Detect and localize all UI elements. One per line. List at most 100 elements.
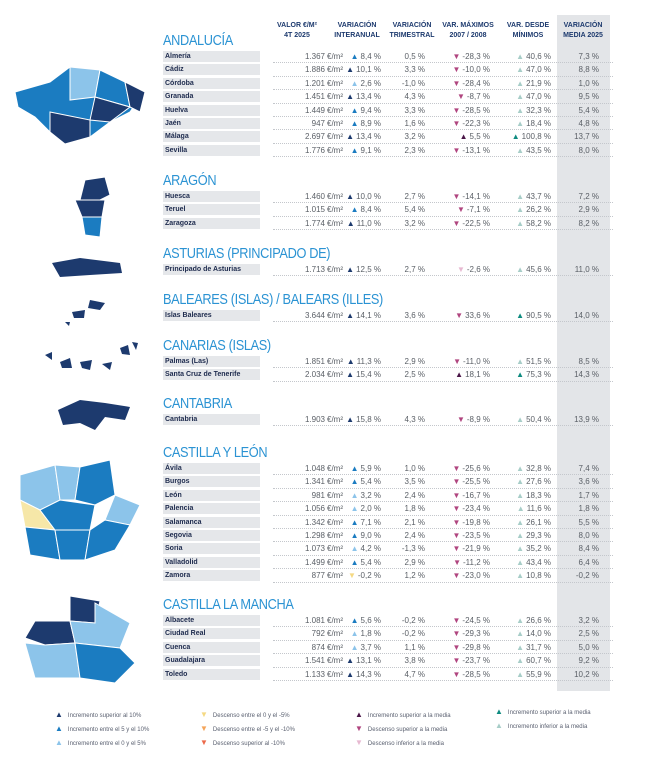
var-minimos: ▲ 21,9 % — [498, 77, 551, 90]
province-name: Granada — [163, 91, 260, 103]
price-unit: €/m² — [327, 517, 343, 527]
var-maximos: ▼ -2,6 % — [435, 263, 490, 276]
arrow-up-icon: ▲ — [516, 464, 525, 473]
header-line: 2007 / 2008 — [449, 32, 487, 39]
header-line: VARIACIÓN — [337, 22, 377, 29]
variacion-interanual: ▲ 5,4 % — [333, 556, 381, 569]
var-minimos: ▲ 55,9 % — [498, 668, 551, 681]
price-value: 874 — [311, 642, 325, 652]
variacion-interanual: ▲ 13,4 % — [333, 130, 381, 143]
value: 33,6 % — [465, 311, 490, 320]
section-title: ANDALUCÍA — [163, 33, 233, 49]
price-unit: €/m² — [327, 616, 343, 625]
var-maximos: ▼ -23,7 % — [435, 654, 491, 667]
table-row: Guadalajara 1.541 €/m² ▲ 13,1 % 3,8 % ▼ -23,7 %… — [163, 654, 613, 668]
legend-label: Descenso superior a la media — [367, 727, 448, 733]
table-row: Toledo 1.133 €/m² ▲ 14,3 % 4,7 % ▼ -28,5 % ▲ 55,9… — [163, 668, 613, 682]
value: -24,5 % — [462, 616, 490, 625]
section-title: CANTABRIA — [163, 396, 232, 412]
arrow-down-icon: ▼ — [355, 738, 363, 747]
section-castilla-y-león: CASTILLA Y LEÓN Ávila 1.048 €/m² ▲ 5,9 % 1,0 %… — [163, 444, 613, 583]
value: 13,4 % — [356, 92, 381, 102]
table-row: Cádiz 1.886 €/m² ▲ 10,1 % 3,3 % ▼ -10,0 % ▲ 47,0 … — [163, 63, 613, 78]
variacion-interanual: ▲ 9,1 % — [333, 144, 381, 157]
legend-item: ▲ Incremento superior al 10% — [55, 710, 141, 719]
price-unit: €/m² — [327, 656, 343, 666]
arrow-up-icon: ▲ — [516, 544, 525, 554]
price-unit: €/m² — [327, 92, 343, 102]
value: 45,6 % — [526, 265, 551, 274]
baleares-map — [65, 300, 105, 326]
price-value: 877 — [311, 571, 325, 581]
variacion-interanual: ▲ 12,5 % — [333, 263, 381, 276]
var-maximos: ▼ -23,0 % — [435, 569, 491, 582]
legend-label: Descenso inferior a la media — [367, 741, 444, 747]
value: 9,1 % — [360, 145, 381, 155]
arrow-up-icon: ▲ — [516, 517, 525, 527]
variacion-interanual: ▲ 8,4 % — [333, 203, 381, 216]
arrow-up-icon: ▲ — [516, 65, 525, 75]
variacion-interanual: ▲ 3,2 % — [333, 489, 381, 502]
arrow-down-icon: ▼ — [200, 724, 208, 733]
value: 3,2 % — [360, 490, 381, 500]
andalucia-map — [14, 66, 146, 145]
value: 1,8 % — [360, 629, 381, 639]
price-unit: €/m² — [327, 557, 343, 567]
price-unit: €/m² — [327, 544, 343, 554]
variacion-media: 8,2 % — [578, 218, 599, 228]
header-interanual: VARIACIÓN INTERANUAL — [322, 21, 392, 41]
arrow-down-icon: ▼ — [456, 415, 465, 424]
price-value: 1.367 — [304, 52, 325, 61]
value: 13,4 % — [356, 132, 381, 142]
variacion-trimestral: 3,3 % — [404, 105, 425, 115]
price-value: 1.449 — [304, 105, 325, 115]
province-name: Valladolid — [163, 556, 260, 568]
variacion-interanual: ▲ 3,7 % — [333, 641, 381, 654]
arrow-down-icon: ▼ — [453, 357, 462, 366]
arrow-up-icon: ▲ — [516, 477, 525, 487]
value: 8,4 % — [360, 205, 381, 215]
variacion-trimestral: 2,4 % — [404, 490, 425, 500]
table-row: Palencia 1.056 €/m² ▲ 2,0 % 1,8 % ▼ -23,4 % ▲ 11,… — [163, 502, 613, 516]
variacion-interanual: ▲ 5,6 % — [333, 614, 381, 627]
value: 26,1 % — [526, 517, 551, 527]
variacion-interanual: ▼ -0,2 % — [333, 569, 381, 582]
variacion-trimestral: 3,8 % — [404, 656, 425, 666]
arrow-up-icon: ▲ — [516, 192, 525, 201]
variacion-interanual: ▲ 5,4 % — [333, 475, 381, 488]
province-name: Palencia — [163, 503, 260, 515]
arrow-down-icon: ▼ — [456, 205, 465, 215]
variacion-media: 6,4 % — [578, 557, 599, 567]
arrow-up-icon: ▲ — [350, 52, 359, 61]
value: 11,3 % — [356, 357, 381, 366]
value: 10,0 % — [356, 192, 381, 201]
arrow-up-icon: ▲ — [350, 530, 359, 540]
value: 47,0 % — [526, 92, 551, 102]
var-maximos: ▼ -22,3 % — [435, 117, 491, 130]
variacion-media: 8,0 % — [578, 530, 599, 540]
value: 31,7 % — [526, 642, 551, 652]
value: 5,4 % — [360, 477, 381, 487]
province-name: Guadalajara — [163, 655, 260, 667]
price-value: 947 — [311, 118, 325, 128]
variacion-media: 5,5 % — [578, 517, 599, 527]
asturias-map — [52, 258, 122, 277]
legend-item: ▲ Incremento entre el 0 y el 5% — [55, 738, 146, 747]
price-unit: €/m² — [327, 52, 343, 61]
value: 50,4 % — [526, 415, 551, 424]
var-maximos: ▼ -23,5 % — [435, 529, 491, 542]
arrow-up-icon: ▲ — [350, 78, 359, 88]
value: 14,3 % — [356, 669, 381, 679]
variacion-trimestral: 3,2 % — [404, 132, 425, 142]
variacion-trimestral: 2,7 % — [404, 192, 425, 201]
cantabria-map — [58, 400, 130, 430]
value: 13,1 % — [356, 656, 381, 666]
province-name: Ciudad Real — [163, 628, 260, 640]
value: 18,4 % — [526, 118, 551, 128]
price-unit: €/m² — [327, 145, 343, 155]
arrow-up-icon: ▲ — [516, 357, 525, 366]
price-value: 1.460 — [304, 192, 325, 201]
arrow-down-icon: ▼ — [452, 530, 461, 540]
table-row: Segovia 1.298 €/m² ▲ 9,0 % 2,4 % ▼ -23,5 % ▲ 29,3… — [163, 529, 613, 543]
province-name: Huesca — [163, 191, 260, 202]
